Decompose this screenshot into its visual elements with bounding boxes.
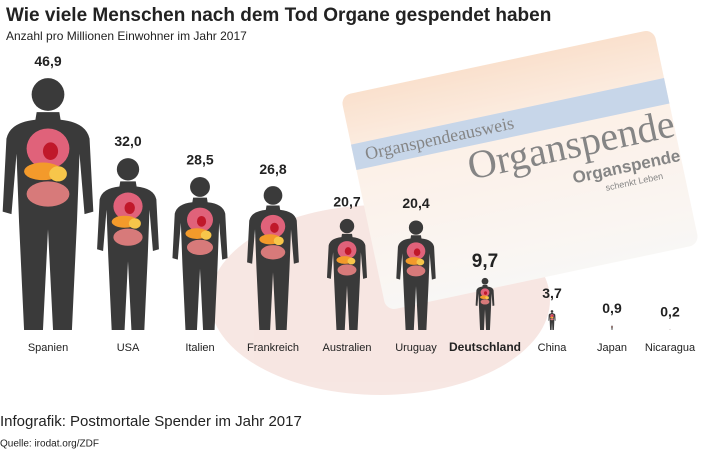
figure (611, 325, 613, 330)
value-label: 28,5 (186, 152, 213, 168)
figure (97, 158, 159, 330)
organ-intestines (550, 318, 554, 321)
figure-body (172, 197, 228, 330)
category-label: Nicaragua (645, 342, 696, 354)
organ-heart (196, 215, 207, 227)
figure-body (396, 235, 436, 330)
figure-head (31, 78, 65, 111)
figure-head (481, 277, 489, 285)
organ-heart (551, 315, 553, 317)
organ-stomach (273, 236, 284, 246)
figure (326, 218, 368, 330)
figure (396, 220, 436, 330)
organ-intestines (337, 264, 357, 276)
category-label: Italien (185, 342, 214, 354)
organ-intestines (113, 228, 143, 246)
organ-heart (42, 142, 59, 160)
organ-stomach (416, 258, 425, 266)
figure-head (611, 325, 613, 326)
caption: Infografik: Postmortale Spender im Jahr … (0, 413, 302, 430)
figure-head (263, 186, 283, 205)
organ-intestines (26, 181, 70, 207)
figure (172, 176, 228, 330)
figure-head (116, 158, 140, 181)
category-label: Australien (323, 342, 372, 354)
figure-body (611, 325, 613, 330)
category-label: Uruguay (395, 342, 437, 354)
figure-body (475, 284, 495, 330)
value-label: 0,2 (660, 304, 680, 320)
value-label: 32,0 (114, 133, 141, 149)
organ-heart (413, 248, 421, 257)
organ-heart (270, 222, 279, 233)
organ-intestines (260, 245, 286, 260)
figure (2, 78, 94, 330)
organ-stomach (128, 218, 141, 229)
chart-subtitle: Anzahl pro Millionen Einwohner im Jahr 2… (6, 29, 247, 43)
figure (548, 310, 556, 330)
category-label: Japan (597, 342, 627, 354)
category-label: Frankreich (247, 342, 299, 354)
figure-body (2, 112, 94, 330)
figure-head (190, 176, 210, 197)
category-label: China (538, 342, 568, 354)
category-label: Spanien (28, 342, 68, 354)
value-label: 46,9 (34, 53, 61, 69)
figure-head (550, 310, 554, 313)
value-label: 0,9 (602, 300, 622, 316)
organ-stomach (552, 317, 554, 319)
organ-heart (344, 247, 352, 255)
organ-intestines (186, 239, 214, 256)
organ-stomach (347, 257, 356, 265)
value-label: 20,4 (402, 195, 429, 211)
category-label: USA (117, 342, 140, 354)
source: Quelle: irodat.org/ZDF (0, 439, 99, 450)
organ-heart (124, 201, 135, 215)
figure (247, 186, 299, 330)
category-label: Deutschland (449, 340, 521, 354)
card-band (351, 78, 670, 171)
value-label: 3,7 (542, 285, 562, 301)
figure-body (326, 233, 368, 330)
background-card: Organspendeausweis Organspende Organspen… (210, 30, 698, 395)
figure-body (247, 205, 299, 330)
figure-body (97, 181, 159, 330)
organ-stomach (200, 230, 212, 240)
chart-title: Wie viele Menschen nach dem Tod Organe g… (6, 5, 551, 26)
figure-head (339, 218, 355, 234)
figure-body (548, 312, 556, 330)
value-label: 26,8 (259, 161, 286, 177)
value-label: 20,7 (333, 194, 360, 210)
organ-intestines (406, 265, 426, 277)
organ-intestines (480, 299, 490, 305)
value-label: 9,7 (472, 251, 498, 272)
organ-heart (483, 291, 488, 295)
organ-stomach (49, 166, 67, 182)
figure (475, 277, 495, 330)
figure-head (408, 220, 424, 235)
organ-stomach (485, 296, 489, 300)
